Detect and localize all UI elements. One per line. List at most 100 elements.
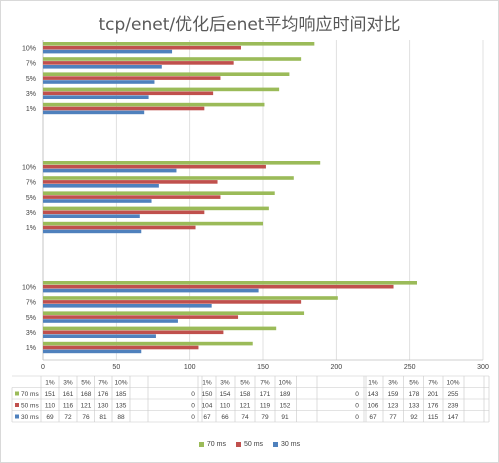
bar <box>43 330 224 335</box>
y-category-label: 1% <box>26 345 36 352</box>
bar <box>43 161 321 165</box>
table-value-cell: 150 <box>202 391 213 398</box>
y-category-label: 5% <box>26 315 36 322</box>
table-header-cell: 3% <box>63 379 73 386</box>
bar <box>43 225 196 230</box>
bar <box>43 300 302 304</box>
table-value-cell: 0 <box>191 391 195 398</box>
bar <box>43 319 178 323</box>
y-category-label: 7% <box>26 300 36 307</box>
bar <box>43 345 199 350</box>
table-value-cell: 147 <box>448 414 459 421</box>
bar <box>43 206 269 211</box>
bar <box>43 221 263 226</box>
x-tick-label: 50 <box>112 364 120 371</box>
table-header-cell: 7% <box>260 379 270 386</box>
x-tick-label: 250 <box>404 364 416 371</box>
table-value-cell: 189 <box>280 391 291 398</box>
bar <box>43 184 159 188</box>
table-value-cell: 151 <box>45 391 56 398</box>
bar <box>43 168 177 173</box>
table-value-cell: 0 <box>355 391 359 398</box>
bar <box>43 311 305 315</box>
table-row-label: 30 ms <box>21 414 39 421</box>
legend-entry: 50 ms <box>235 441 263 448</box>
table-value-cell: 0 <box>355 414 359 421</box>
table-legend-key <box>15 414 19 419</box>
table-header-cell: 10% <box>278 379 291 386</box>
table-value-cell: 0 <box>191 402 195 409</box>
bar <box>43 106 205 111</box>
bar <box>43 304 212 308</box>
bar <box>43 315 239 319</box>
table-value-cell: 110 <box>220 402 231 409</box>
table-value-cell: 76 <box>82 414 90 421</box>
bar <box>43 80 155 84</box>
bar <box>43 281 417 285</box>
table-value-cell: 66 <box>221 414 229 421</box>
bar <box>43 210 205 215</box>
table-value-cell: 119 <box>260 402 271 409</box>
table-value-cell: 88 <box>117 414 125 421</box>
y-category-label: 10% <box>22 284 36 291</box>
table-legend-key <box>15 403 19 407</box>
bar <box>43 180 218 184</box>
y-category-label: 10% <box>22 164 36 171</box>
table-header-cell: 10% <box>114 379 127 386</box>
table-value-cell: 161 <box>63 391 74 398</box>
table-value-cell: 239 <box>448 402 459 409</box>
bar <box>43 349 142 354</box>
table-value-cell: 0 <box>355 402 359 409</box>
table-value-cell: 67 <box>369 414 377 421</box>
bar <box>43 191 275 195</box>
table-value-cell: 133 <box>409 402 420 409</box>
table-value-cell: 69 <box>46 414 54 421</box>
table-value-cell: 74 <box>241 414 249 421</box>
table-value-cell: 185 <box>116 391 127 398</box>
table-header-cell: 1% <box>368 379 378 386</box>
table-value-cell: 116 <box>63 402 74 409</box>
chart-title: tcp/enet/优化后enet平均响应时间对比 <box>98 15 401 35</box>
table-header-cell: 5% <box>240 379 250 386</box>
table-value-cell: 115 <box>428 414 439 421</box>
table-value-cell: 110 <box>45 402 56 409</box>
bar <box>43 288 259 293</box>
bar <box>43 214 140 218</box>
bar <box>43 61 234 65</box>
table-value-cell: 152 <box>280 402 291 409</box>
table-value-cell: 106 <box>368 402 379 409</box>
y-category-label: 3% <box>26 330 36 337</box>
bar <box>43 91 214 96</box>
bar <box>43 334 156 338</box>
x-tick-label: 0 <box>41 364 45 371</box>
bar <box>43 164 266 169</box>
table-value-cell: 154 <box>220 391 231 398</box>
x-tick-label: 100 <box>184 364 196 371</box>
table-header-cell: 1% <box>45 379 55 386</box>
table-value-cell: 158 <box>240 391 251 398</box>
table-value-cell: 92 <box>410 414 418 421</box>
table-value-cell: 121 <box>81 402 92 409</box>
table-header-cell: 5% <box>409 379 419 386</box>
y-category-label: 1% <box>26 225 36 232</box>
table-header-cell: 3% <box>220 379 230 386</box>
bar <box>43 87 280 92</box>
bar <box>43 57 302 61</box>
table-value-cell: 135 <box>116 402 127 409</box>
table-value-cell: 201 <box>428 391 439 398</box>
table-row-label: 50 ms <box>21 402 39 409</box>
bar <box>43 76 221 80</box>
legend-label: 30 ms <box>281 441 301 448</box>
table-value-cell: 72 <box>64 414 72 421</box>
table-header-cell: 10% <box>446 379 459 386</box>
legend-swatch <box>198 441 204 447</box>
bar <box>43 341 253 346</box>
table-header-cell: 5% <box>81 379 91 386</box>
table-value-cell: 81 <box>99 414 107 421</box>
bar <box>43 195 221 199</box>
table-value-cell: 130 <box>98 402 109 409</box>
table-value-cell: 121 <box>240 402 251 409</box>
bar <box>43 229 142 234</box>
legend-swatch <box>235 441 241 447</box>
